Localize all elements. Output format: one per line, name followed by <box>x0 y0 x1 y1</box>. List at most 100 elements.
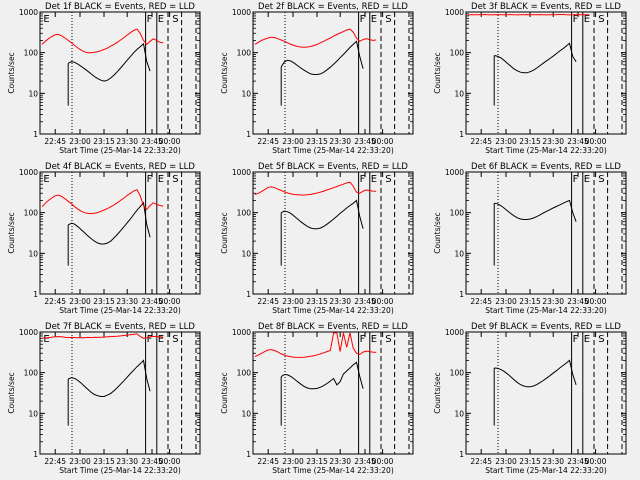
plot-frame <box>39 11 201 135</box>
x-tick-label: 23:30 <box>542 137 564 146</box>
event-marker-label: E <box>158 174 164 185</box>
events-series-line <box>68 359 151 397</box>
x-tick-label: 23:30 <box>329 457 351 466</box>
chart-panel-6: Det 6f BLACK = Events, RED = LLD 1 10 100 10… <box>433 162 627 315</box>
x-tick-label: 22:45 <box>44 457 66 466</box>
chart-panel-7: Det 7f BLACK = Events, RED = LLD 1 10 100 10… <box>7 322 201 475</box>
y-axis-label: Counts/sec <box>220 212 229 253</box>
y-tick-label: 1 <box>459 130 464 139</box>
plot-frame <box>465 331 627 455</box>
plot-frame <box>252 171 414 295</box>
event-marker-label: S <box>385 174 391 185</box>
x-tick-label: 23:45 <box>567 457 589 466</box>
y-tick-label: 1 <box>33 130 38 139</box>
event-marker-label: S <box>385 14 391 25</box>
events-series-line <box>280 199 364 230</box>
x-tick-label: 00:00 <box>585 457 607 466</box>
events-series-line <box>494 199 577 222</box>
x-tick-label: 23:45 <box>354 137 376 146</box>
y-tick-label: 10 <box>241 89 251 98</box>
y-tick-label: 1000 <box>19 168 38 177</box>
event-marker-label: F <box>360 334 366 345</box>
y-tick-label: 10 <box>28 249 38 258</box>
y-tick-label: 100 <box>24 369 39 378</box>
lld-series-line <box>254 181 377 196</box>
chart-title: Det 8f BLACK = Events, RED = LLD <box>258 322 408 332</box>
lld-series-line <box>41 28 164 54</box>
x-axis-label: Start Time (25-Mar-14 22:33:20) <box>272 306 394 315</box>
x-tick-label: 23:00 <box>69 137 91 146</box>
x-tick-label: 23:30 <box>329 137 351 146</box>
x-tick-label: 00:00 <box>159 457 181 466</box>
x-axis-label: Start Time (25-Mar-14 22:33:20) <box>485 466 607 475</box>
x-axis-label: Start Time (25-Mar-14 22:33:20) <box>485 146 607 155</box>
lld-series-line <box>254 28 377 48</box>
y-axis-label: Counts/sec <box>433 372 442 413</box>
events-series-line <box>280 40 364 75</box>
x-tick-label: 00:00 <box>372 297 394 306</box>
event-marker-label: E <box>158 334 164 345</box>
y-tick-label: 10 <box>28 89 38 98</box>
event-marker-label: F <box>147 334 153 345</box>
y-tick-label: 1 <box>33 290 38 299</box>
y-tick-label: 1 <box>459 450 464 459</box>
chart-panel-8: Det 8f BLACK = Events, RED = LLD 1 10 100 10… <box>220 322 414 475</box>
lld-series-line <box>41 188 164 215</box>
event-marker-label: F <box>147 14 153 25</box>
y-tick-label: 1 <box>33 450 38 459</box>
event-marker-label: E <box>371 174 377 185</box>
event-marker-label: S <box>385 334 391 345</box>
chart-title: Det 7f BLACK = Events, RED = LLD <box>45 322 195 332</box>
x-tick-label: 23:00 <box>282 457 304 466</box>
x-tick-label: 22:45 <box>257 457 279 466</box>
y-tick-label: 100 <box>237 369 252 378</box>
x-tick-label: 23:30 <box>542 297 564 306</box>
x-tick-label: 23:45 <box>141 457 163 466</box>
x-tick-label: 22:45 <box>470 137 492 146</box>
x-tick-label: 23:15 <box>93 457 115 466</box>
x-tick-label: 22:45 <box>470 457 492 466</box>
x-tick-label: 22:45 <box>44 297 66 306</box>
x-tick-label: 00:00 <box>372 137 394 146</box>
x-tick-label: 23:15 <box>519 137 541 146</box>
events-series-line <box>280 361 364 390</box>
chart-title: Det 5f BLACK = Events, RED = LLD <box>258 162 408 172</box>
chart-title: Det 6f BLACK = Events, RED = LLD <box>471 162 621 172</box>
y-axis-label: Counts/sec <box>7 372 16 413</box>
x-tick-label: 23:15 <box>519 297 541 306</box>
y-tick-label: 1000 <box>19 328 38 337</box>
chart-panel-1: Det 1f BLACK = Events, RED = LLD 1 10 100 10… <box>7 2 201 155</box>
y-axis-label: Counts/sec <box>433 52 442 93</box>
event-marker-label: S <box>598 334 604 345</box>
x-tick-label: 23:00 <box>69 297 91 306</box>
event-marker-label: S <box>172 334 178 345</box>
chart-title: Det 2f BLACK = Events, RED = LLD <box>258 2 408 12</box>
y-tick-label: 100 <box>24 209 39 218</box>
event-marker-label: F <box>573 174 579 185</box>
events-series-line <box>67 42 151 82</box>
x-tick-label: 00:00 <box>159 137 181 146</box>
x-axis-label: Start Time (25-Mar-14 22:33:20) <box>59 466 181 475</box>
x-tick-label: 23:15 <box>93 297 115 306</box>
x-tick-label: 23:45 <box>354 457 376 466</box>
plot-frame <box>465 11 627 135</box>
x-axis-label: Start Time (25-Mar-14 22:33:20) <box>272 466 394 475</box>
chart-panel-3: Det 3f BLACK = Events, RED = LLD 1 10 100 10… <box>433 2 627 155</box>
y-tick-label: 1 <box>246 450 251 459</box>
y-axis-label: Counts/sec <box>433 212 442 253</box>
x-tick-label: 23:00 <box>495 457 517 466</box>
lld-series-line <box>254 332 377 358</box>
y-tick-label: 10 <box>241 249 251 258</box>
y-tick-label: 1 <box>459 290 464 299</box>
x-tick-label: 23:30 <box>542 457 564 466</box>
x-tick-label: 23:15 <box>93 137 115 146</box>
chart-title: Det 1f BLACK = Events, RED = LLD <box>45 2 195 12</box>
x-axis-label: Start Time (25-Mar-14 22:33:20) <box>59 146 181 155</box>
chart-title: Det 3f BLACK = Events, RED = LLD <box>471 2 621 12</box>
x-tick-label: 00:00 <box>585 297 607 306</box>
y-axis-label: Counts/sec <box>220 372 229 413</box>
event-marker-label: F <box>360 174 366 185</box>
x-tick-label: 22:45 <box>257 297 279 306</box>
y-tick-label: 100 <box>237 49 252 58</box>
event-marker-label: E <box>584 174 590 185</box>
